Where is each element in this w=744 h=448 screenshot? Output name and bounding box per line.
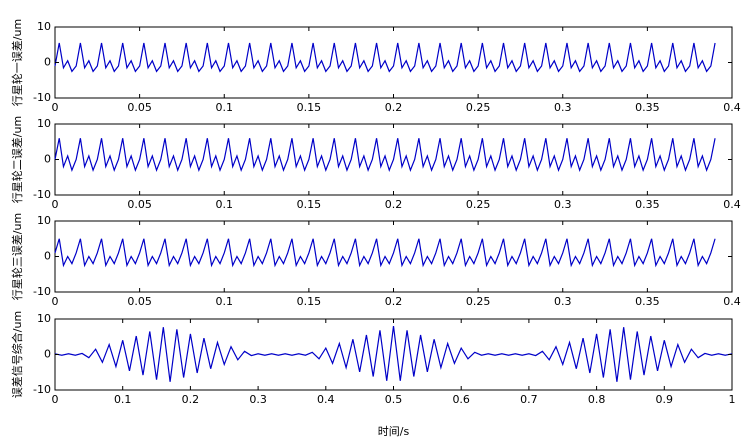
y-tick-label: 0 [44, 153, 51, 166]
y-axis-label: 行星轮三误差/um [10, 213, 24, 300]
x-tick-label: 0.8 [588, 393, 606, 406]
x-tick-label: 0.1 [216, 198, 234, 211]
y-tick-label: 10 [37, 312, 51, 325]
x-tick-label: 0.15 [297, 198, 322, 211]
axes-box [54, 26, 733, 99]
x-tick-label: 0.2 [385, 198, 403, 211]
x-tick-label: 0.15 [297, 295, 322, 308]
x-tick-label: 0.3 [554, 295, 572, 308]
y-tick-label: 0 [44, 56, 51, 69]
axes-box [54, 220, 733, 293]
x-tick-label: 0 [52, 101, 59, 114]
x-tick-label: 0.05 [127, 198, 152, 211]
y-tick-label: -10 [33, 188, 51, 201]
y-tick-label: 0 [44, 348, 51, 361]
x-tick-label: 0.05 [127, 295, 152, 308]
x-tick-label: 0.3 [554, 198, 572, 211]
x-tick-label: 0.2 [182, 393, 200, 406]
signal-line [54, 138, 716, 172]
y-axis-label: 行星轮二误差/um [10, 116, 24, 203]
x-tick-label: 0.9 [656, 393, 674, 406]
y-tick-label: 10 [37, 20, 51, 33]
x-tick-label: 0.25 [466, 101, 491, 114]
x-tick-label: 0.7 [520, 393, 538, 406]
y-axis-label: 误差信号综合/um [10, 311, 24, 398]
x-tick-label: 0.1 [216, 101, 234, 114]
y-tick-label: -10 [33, 91, 51, 104]
x-tick-label: 0.3 [554, 101, 572, 114]
x-tick-label: 0.4 [317, 393, 335, 406]
x-tick-label: 0.35 [635, 295, 660, 308]
x-tick-label: 0.3 [249, 393, 267, 406]
x-tick-label: 0.1 [216, 295, 234, 308]
signal-line [54, 238, 716, 268]
x-tick-label: 0.1 [114, 393, 132, 406]
y-tick-label: -10 [33, 383, 51, 396]
y-axis-label: 行星轮一误差/um [10, 19, 24, 106]
signal-line [54, 42, 716, 73]
x-tick-label: 0.6 [452, 393, 470, 406]
x-tick-label: 0 [52, 393, 59, 406]
x-tick-label: 0.05 [127, 101, 152, 114]
x-tick-label: 0 [52, 295, 59, 308]
x-tick-label: 0.25 [466, 198, 491, 211]
x-tick-label: 0.35 [635, 198, 660, 211]
x-tick-label: 0.2 [385, 101, 403, 114]
x-tick-label: 0.5 [385, 393, 403, 406]
y-tick-label: 0 [44, 250, 51, 263]
x-tick-label: 0.4 [723, 295, 741, 308]
x-tick-label: 0.4 [723, 101, 741, 114]
x-tick-label: 0.2 [385, 295, 403, 308]
y-tick-label: 10 [37, 117, 51, 130]
x-tick-label: 0.4 [723, 198, 741, 211]
x-tick-label: 0.15 [297, 101, 322, 114]
y-tick-label: 10 [37, 214, 51, 227]
x-tick-label: 0.35 [635, 101, 660, 114]
x-tick-label: 0.25 [466, 295, 491, 308]
y-tick-label: -10 [33, 285, 51, 298]
x-tick-label: 0 [52, 198, 59, 211]
x-tick-label: 1 [729, 393, 736, 406]
x-axis-label: 时间/s [378, 425, 410, 438]
signal-line [54, 326, 733, 382]
